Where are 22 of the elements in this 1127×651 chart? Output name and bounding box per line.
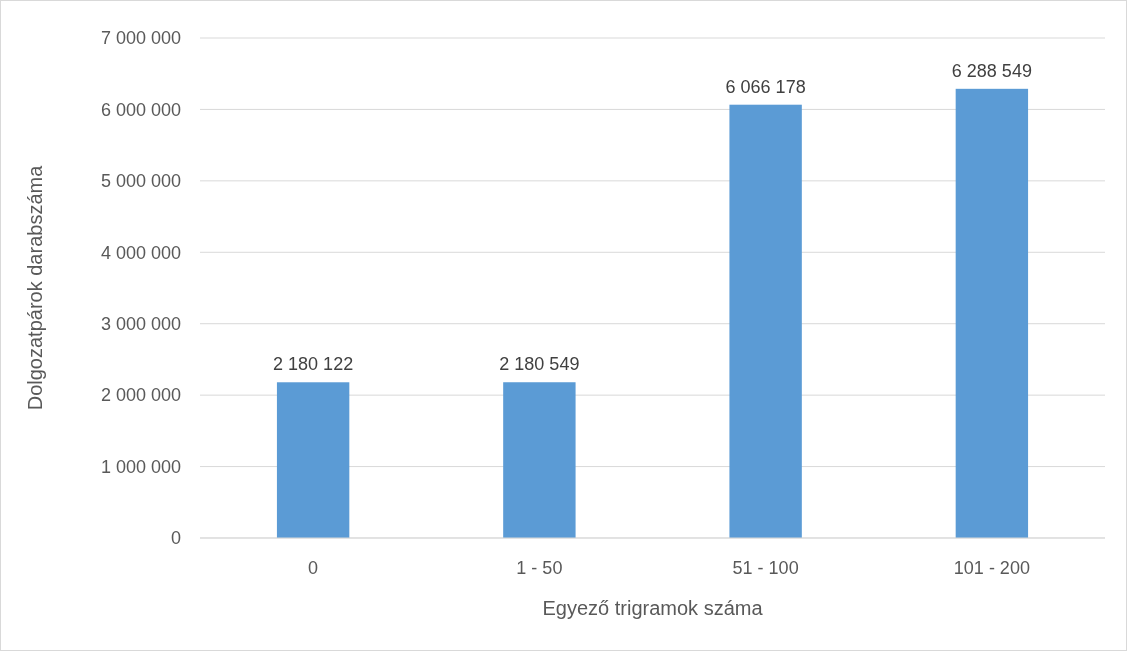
bar	[503, 382, 576, 538]
y-axis-title: Dolgozatpárok darabszáma	[24, 164, 46, 411]
y-tick-label: 7 000 000	[100, 28, 181, 49]
x-tick-label: 0	[308, 558, 319, 578]
y-tick-label: 0	[170, 528, 181, 549]
y-tick-label: 2 000 000	[100, 385, 181, 406]
data-label: 2 180 122	[273, 354, 354, 375]
y-tick-label: 3 000 000	[100, 314, 181, 335]
x-axis-title: Egyező trigramok száma	[542, 597, 764, 619]
x-tick-label: 51 - 100	[732, 558, 799, 578]
bar	[955, 88, 1029, 538]
y-tick-label: 1 000 000	[100, 456, 181, 477]
y-tick-label: 4 000 000	[100, 242, 181, 263]
data-label: 2 180 549	[499, 354, 580, 375]
data-label: 6 288 549	[951, 60, 1032, 81]
x-tick-label: 1 - 50	[516, 558, 563, 578]
data-label: 6 066 178	[725, 76, 806, 97]
x-tick-label: 101 - 200	[953, 558, 1030, 578]
bar	[729, 104, 802, 538]
y-tick-label: 6 000 000	[100, 99, 181, 120]
y-tick-label: 5 000 000	[100, 171, 181, 192]
bar	[276, 382, 350, 538]
